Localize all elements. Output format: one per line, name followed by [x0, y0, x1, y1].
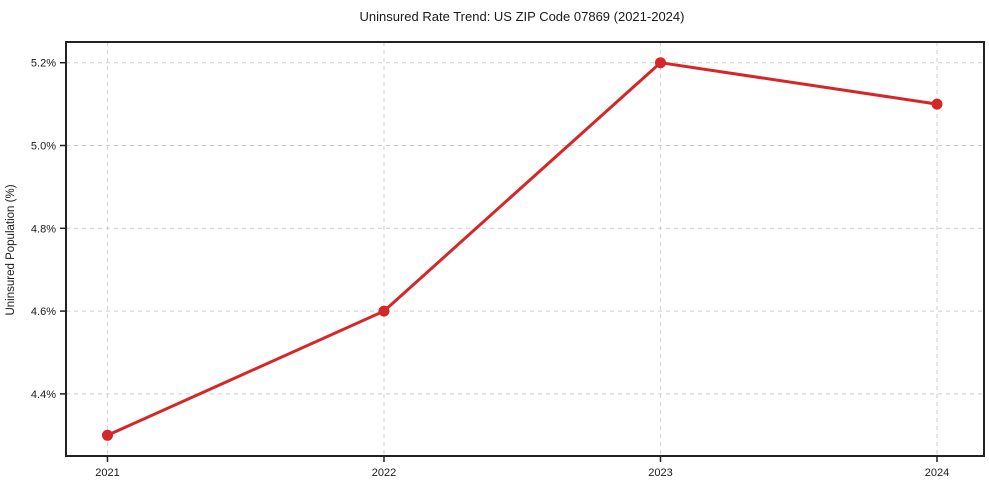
y-tick-label: 4.4% — [31, 389, 56, 401]
axes-spines — [65, 41, 985, 457]
x-axis-tick-labels: 2021 2022 2023 2024 — [95, 467, 949, 479]
trend-line — [105, 61, 939, 437]
axis-ticks — [60, 61, 938, 462]
x-tick-label: 2023 — [648, 467, 672, 479]
data-point-marker — [931, 98, 943, 110]
y-tick-label: 4.8% — [31, 223, 56, 235]
y-tick-label: 5.2% — [31, 58, 56, 70]
plot-border — [65, 41, 985, 457]
data-series — [101, 57, 943, 441]
chart-title: Uninsured Rate Trend: US ZIP Code 07869 … — [360, 9, 685, 24]
x-tick-label: 2021 — [95, 467, 119, 479]
data-point-marker — [654, 57, 666, 69]
x-tick-label: 2022 — [372, 467, 396, 479]
y-axis-tick-labels: 4.4% 4.6% 4.8% 5.0% 5.2% — [31, 58, 56, 401]
grid-lines — [66, 42, 984, 456]
y-tick-label: 4.6% — [31, 306, 56, 318]
data-point-marker — [101, 429, 113, 441]
x-tick-label: 2024 — [925, 467, 949, 479]
y-tick-label: 5.0% — [31, 141, 56, 153]
y-axis-label: Uninsured Population (%) — [5, 184, 17, 315]
data-point-marker — [378, 305, 390, 317]
